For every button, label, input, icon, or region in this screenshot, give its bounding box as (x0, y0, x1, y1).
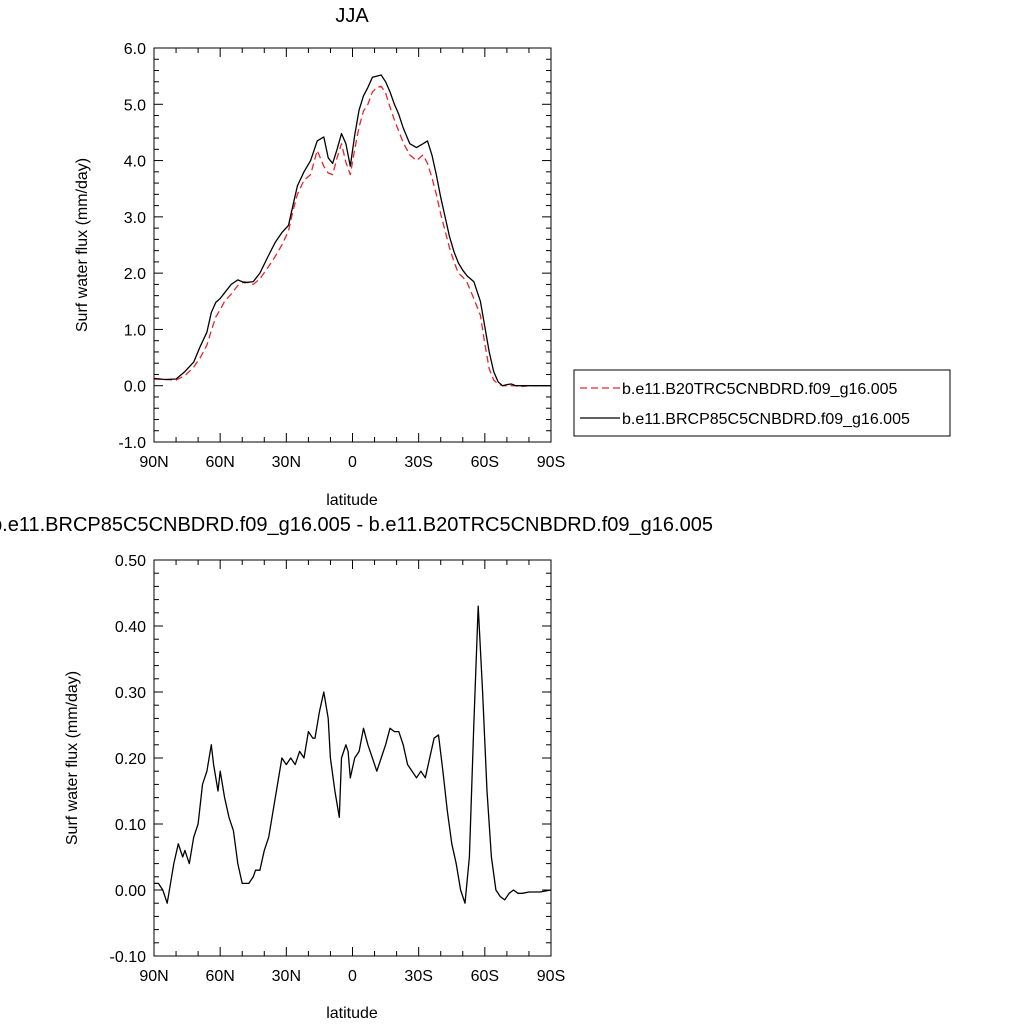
bottom-y-axis-label: Surf water flux (mm/day) (64, 671, 81, 845)
bottom-x-tick-label: 90S (537, 968, 565, 985)
top-y-axis-label: Surf water flux (mm/day) (74, 158, 91, 332)
bottom-x-tick-label: 0 (348, 968, 357, 985)
bottom-x-tick-label: 60S (471, 968, 499, 985)
legend-label-series-1: b.e11.B20TRC5CNBDRD.f09_g16.005 (622, 381, 898, 398)
bottom-x-tick-label: 90N (139, 968, 168, 985)
bottom-y-tick-label: 0.40 (115, 619, 146, 636)
legend-box (573, 369, 951, 437)
legend: b.e11.B20TRC5CNBDRD.f09_g16.005 b.e11.BR… (573, 369, 951, 437)
bottom-y-tick-label: 0.10 (115, 817, 146, 834)
bottom-chart-series (154, 605, 552, 904)
top-y-tick-label: 6.0 (124, 41, 146, 58)
top-y-tick-label: 2.0 (124, 266, 146, 283)
bottom-y-tick-label: 0.20 (115, 751, 146, 768)
top-x-tick-label: 90N (139, 454, 168, 471)
bottom-series-line-1 (154, 605, 552, 904)
bottom-x-tick-label: 60N (205, 968, 234, 985)
bottom-y-tick-label: 0.00 (115, 883, 146, 900)
top-chart-series (153, 74, 551, 388)
top-x-tick-label: 30S (404, 454, 432, 471)
top-x-tick-label: 90S (537, 454, 565, 471)
top-y-tick-label: 3.0 (124, 210, 146, 227)
top-x-axis-label: latitude (326, 492, 378, 509)
top-x-tick-label: 60S (471, 454, 499, 471)
bottom-plot-frame (153, 559, 552, 957)
top-y-tick-label: 4.0 (124, 154, 146, 171)
bottom-chart: b.e11.BRCP85C5CNBDRD.f09_g16.005 - b.e11… (0, 514, 713, 1022)
bottom-y-tick-label: -0.10 (110, 949, 147, 966)
top-x-tick-label: 30N (272, 454, 301, 471)
top-chart: JJA 90N 60N 30N 0 30S 60S 90S -1.0 0.0 1.0 2.0 3.0 4… (74, 5, 565, 509)
bottom-y-tick-label: 0.30 (115, 685, 146, 702)
top-y-tick-label: 5.0 (124, 97, 146, 114)
top-y-tick-label: 1.0 (124, 322, 146, 339)
legend-label-series-2: b.e11.BRCP85C5CNBDRD.f09_g16.005 (622, 411, 910, 428)
bottom-x-tick-label: 30N (272, 968, 301, 985)
bottom-x-axis-label: latitude (326, 1005, 378, 1022)
top-series-line-2 (153, 74, 551, 387)
bottom-chart-title: b.e11.BRCP85C5CNBDRD.f09_g16.005 - b.e11… (0, 514, 713, 536)
top-chart-title: JJA (335, 5, 369, 27)
bottom-x-tick-label: 30S (404, 968, 432, 985)
top-series-line-1 (153, 85, 551, 388)
top-x-tick-label: 0 (348, 454, 357, 471)
top-plot-frame (153, 47, 552, 443)
top-y-tick-label: 0.0 (124, 379, 146, 396)
top-x-tick-label: 60N (205, 454, 234, 471)
bottom-chart-axes: 90N 60N 30N 0 30S 60S 90S -0.10 0.00 0.10 0.20 0.30… (110, 553, 566, 985)
top-y-tick-label: -1.0 (118, 435, 146, 452)
bottom-y-tick-label: 0.50 (115, 553, 146, 570)
top-chart-axes: 90N 60N 30N 0 30S 60S 90S -1.0 0.0 1.0 2.0 3.0 4.0 5.… (118, 41, 565, 471)
